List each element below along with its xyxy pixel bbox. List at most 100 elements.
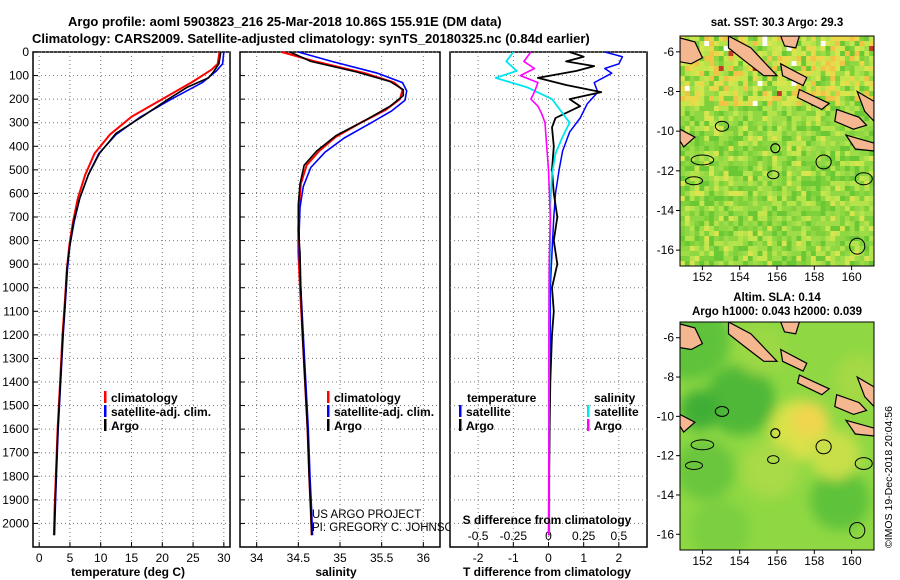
y-tick-label: 600	[9, 186, 29, 200]
sst-cell	[869, 186, 874, 192]
sst-cell	[723, 41, 730, 47]
sst-cell	[796, 166, 802, 172]
sst-cell	[757, 236, 764, 242]
sst-cell	[699, 166, 705, 172]
sst-cell	[713, 116, 720, 122]
sst-cell	[723, 91, 730, 97]
sst-cell	[762, 211, 768, 217]
sst-cell	[796, 226, 802, 232]
sst-cell	[830, 251, 836, 257]
sst-cell	[786, 56, 793, 62]
sst-cell	[733, 146, 739, 152]
sst-cell	[806, 171, 812, 177]
sst-cell	[844, 241, 851, 247]
sst-cell	[738, 206, 744, 212]
sst-cell	[859, 131, 865, 137]
sst-cell	[835, 246, 841, 252]
sst-cell	[869, 246, 874, 252]
sst-cell	[718, 126, 725, 132]
legend-s-argo-label: Argo	[594, 419, 622, 433]
sst-cell	[767, 181, 773, 187]
sst-cell	[820, 56, 827, 62]
sst-cell	[723, 146, 730, 152]
sst-cell	[854, 56, 861, 62]
sst-cell	[772, 156, 778, 162]
sst-cell	[743, 81, 749, 87]
sst-cell	[806, 121, 812, 127]
sst-cell	[830, 121, 836, 127]
reef-outline	[849, 521, 866, 539]
sst-cell	[684, 231, 691, 237]
sst-cell	[699, 211, 705, 217]
sst-cell	[854, 226, 861, 232]
sst-cell	[680, 256, 686, 262]
sst-cell	[733, 191, 739, 197]
sst-cell	[723, 171, 730, 177]
sst-cell	[781, 46, 788, 52]
sst-cell	[684, 151, 691, 157]
sst-cell	[694, 151, 700, 157]
sst-cell	[694, 241, 700, 247]
map-x-tick-label: 152	[692, 554, 712, 568]
sst-cell	[796, 61, 802, 67]
sst-cell	[786, 101, 793, 107]
sst-cell	[728, 141, 734, 147]
sst-cell	[796, 121, 802, 127]
sst-cell	[820, 46, 827, 52]
sst-cell	[680, 146, 686, 152]
sst-cell	[738, 201, 744, 207]
sst-cell	[815, 76, 822, 82]
sst-cell	[680, 171, 686, 177]
sst-cell	[825, 161, 831, 167]
sst-cell	[767, 156, 773, 162]
sst-cell	[820, 241, 827, 247]
sst-cell	[694, 116, 700, 122]
sst-cell	[806, 131, 812, 137]
sst-cell	[709, 241, 715, 247]
sst-cell	[801, 241, 807, 247]
sst-cell	[781, 131, 788, 137]
sst-cell	[713, 61, 720, 67]
sst-cell	[747, 196, 754, 202]
sst-cell	[825, 166, 831, 172]
sst-cell	[752, 181, 759, 187]
sst-cell	[830, 176, 836, 182]
sst-cell	[713, 111, 720, 117]
sst-cell	[801, 61, 807, 67]
sst-cell	[777, 136, 783, 142]
sst-cell	[810, 41, 817, 47]
sst-cell	[835, 141, 841, 147]
sst-cell	[733, 226, 739, 232]
sst-cell	[810, 211, 817, 217]
sst-cell	[830, 256, 836, 262]
sst-cell	[815, 86, 822, 92]
sst-cell	[815, 56, 822, 62]
sst-cell	[762, 126, 768, 132]
sst-cell	[859, 46, 865, 52]
sst-cell	[767, 36, 773, 42]
sst-cell	[767, 41, 773, 47]
difference-xlabel: T difference from climatology	[463, 565, 631, 579]
sst-cell	[844, 196, 851, 202]
sst-cell	[830, 201, 836, 207]
x-top-tick-label: 0	[545, 529, 552, 543]
sst-cell	[704, 161, 710, 167]
sst-cell	[757, 146, 764, 152]
sst-cell	[723, 151, 730, 157]
sst-cell	[791, 221, 797, 227]
sst-cell	[733, 251, 739, 257]
sst-cell	[864, 176, 870, 182]
sst-cell	[704, 206, 710, 212]
sst-cell	[743, 156, 749, 162]
sst-cell	[689, 206, 696, 212]
sst-cell	[781, 136, 788, 142]
sst-cell	[796, 51, 802, 57]
sst-cell	[806, 176, 812, 182]
sst-cell	[689, 76, 696, 82]
sst-cell	[747, 136, 754, 142]
sst-cell	[859, 61, 865, 67]
sst-cell	[796, 181, 802, 187]
sst-cell	[859, 106, 865, 112]
sst-cell	[747, 151, 754, 157]
